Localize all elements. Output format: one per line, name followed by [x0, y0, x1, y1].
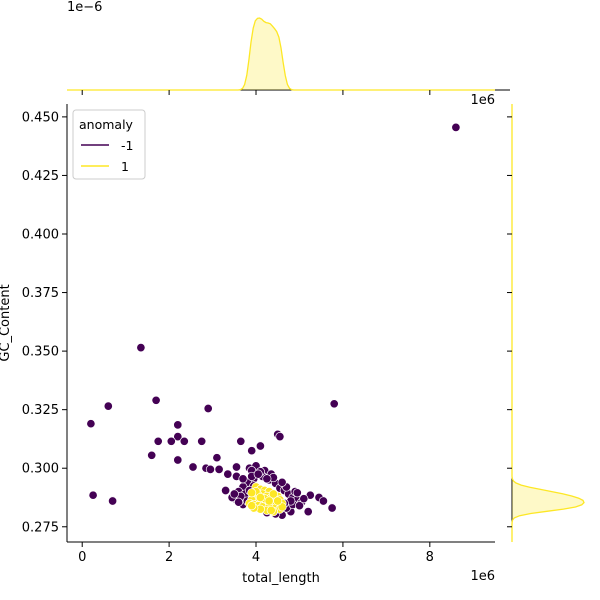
scatter-point-anomaly-neg1: [151, 395, 161, 405]
scatter-point-anomaly-neg1: [86, 419, 96, 429]
x-axis-label: total_length: [242, 571, 320, 586]
y-tick-label: 0.350: [22, 345, 59, 360]
main-scatter-axes: 0 2 4 6 8 0.275 0.300 0.325 0.350 0.375 0.400 0.42…: [0, 93, 495, 586]
y-axis-label: GC_Content: [0, 284, 13, 361]
x-offset-text-top: 1e6: [470, 93, 495, 108]
scatter-point-anomaly-neg1: [197, 436, 207, 446]
scatter-point-anomaly-neg1: [108, 496, 118, 506]
right-marginal-kde-fill: [512, 104, 584, 542]
scatter-point-anomaly-1: [255, 492, 265, 503]
scatter-point-anomaly-neg1: [179, 436, 189, 446]
x-axis-ticks: 0 2 4 6 8: [78, 542, 434, 565]
scatter-point-anomaly-neg1: [212, 453, 222, 463]
scatter-point-anomaly-neg1: [103, 401, 113, 411]
scatter-point-anomaly-neg1: [234, 497, 244, 507]
scatter-point-anomaly-neg1: [229, 489, 239, 499]
scatter-point-anomaly-1: [247, 501, 257, 511]
legend-title: anomaly: [79, 117, 134, 132]
top-marginal-offset-text: 1e−6: [67, 0, 102, 15]
legend: anomaly -1 1: [72, 109, 146, 180]
x-tick-label: 2: [165, 550, 173, 565]
top-marginal-kde-fill: [67, 18, 495, 90]
y-tick-label: 0.450: [22, 110, 59, 125]
scatter-point-anomaly-neg1: [318, 496, 328, 506]
right-marginal-kde-line: [511, 104, 585, 542]
scatter-point-anomaly-1: [247, 488, 257, 498]
scatter-point-anomaly-neg1: [173, 432, 183, 442]
scatter-point-anomaly-neg1: [262, 474, 272, 484]
scatter-point-anomaly-1: [264, 496, 274, 506]
scatter-point-anomaly-neg1: [173, 420, 183, 430]
scatter-point-anomaly-neg1: [303, 507, 313, 517]
scatter-point-anomaly-1: [273, 496, 283, 506]
y-tick-label: 0.400: [22, 227, 59, 242]
top-marginal-ticks: [81, 90, 431, 95]
legend-label-1: 1: [121, 159, 129, 174]
legend-label-neg1: -1: [121, 138, 133, 153]
x-tick-label: 6: [339, 550, 347, 565]
right-marginal-ticks: [507, 116, 512, 528]
scatter-point-anomaly-neg1: [255, 441, 265, 451]
scatter-point-anomaly-neg1: [299, 494, 309, 504]
scatter-point-anomaly-neg1: [88, 490, 98, 500]
scatter-point-anomaly-neg1: [166, 436, 176, 446]
x-tick-label: 8: [426, 550, 434, 565]
scatter-point-anomaly-neg1: [277, 477, 287, 487]
scatter-point-anomaly-neg1: [329, 399, 339, 409]
scatter-point-anomaly-neg1: [205, 464, 215, 474]
top-marginal-kde: 1e−6: [67, 0, 510, 95]
scatter-point-anomaly-neg1: [253, 469, 263, 479]
y-tick-label: 0.275: [22, 520, 59, 535]
scatter-point-anomaly-neg1: [153, 436, 163, 446]
scatter-point-anomaly-neg1: [221, 485, 231, 496]
scatter-point-anomaly-1: [268, 489, 278, 499]
x-tick-label: 4: [252, 550, 260, 565]
scatter-point-anomaly-neg1: [451, 122, 461, 132]
scatter-point-anomaly-neg1: [214, 464, 224, 474]
scatter-point-anomaly-neg1: [236, 436, 246, 446]
right-marginal-kde: [507, 104, 585, 542]
y-tick-label: 0.425: [22, 169, 59, 184]
y-axis-ticks: 0.275 0.300 0.325 0.350 0.375 0.400 0.425 0.450: [22, 110, 67, 535]
scatter-point-anomaly-neg1: [294, 501, 305, 511]
x-tick-label: 0: [78, 550, 86, 565]
y-tick-label: 0.300: [22, 462, 59, 477]
scatter-point-anomaly-1: [266, 505, 276, 515]
scatter-point-anomaly-neg1: [327, 503, 337, 513]
scatter-point-anomaly-neg1: [238, 474, 248, 484]
scatter-point-anomaly-neg1: [275, 432, 285, 442]
scatter-point-anomaly-neg1: [223, 469, 233, 479]
scatter-point-anomaly-neg1: [231, 462, 242, 472]
scatter-point-anomaly-neg1: [247, 446, 257, 456]
y-tick-label: 0.375: [22, 286, 59, 301]
scatter-points: [86, 122, 461, 520]
y-tick-label: 0.325: [22, 403, 59, 418]
scatter-point-anomaly-neg1: [147, 450, 157, 460]
top-marginal-kde-line: [67, 17, 495, 91]
scatter-point-anomaly-neg1: [173, 455, 183, 465]
scatter-point-anomaly-neg1: [292, 488, 302, 498]
scatter-point-anomaly-neg1: [136, 343, 146, 353]
scatter-point-anomaly-neg1: [188, 462, 198, 472]
scatter-point-anomaly-neg1: [203, 403, 213, 414]
x-offset-text: 1e6: [470, 569, 495, 584]
